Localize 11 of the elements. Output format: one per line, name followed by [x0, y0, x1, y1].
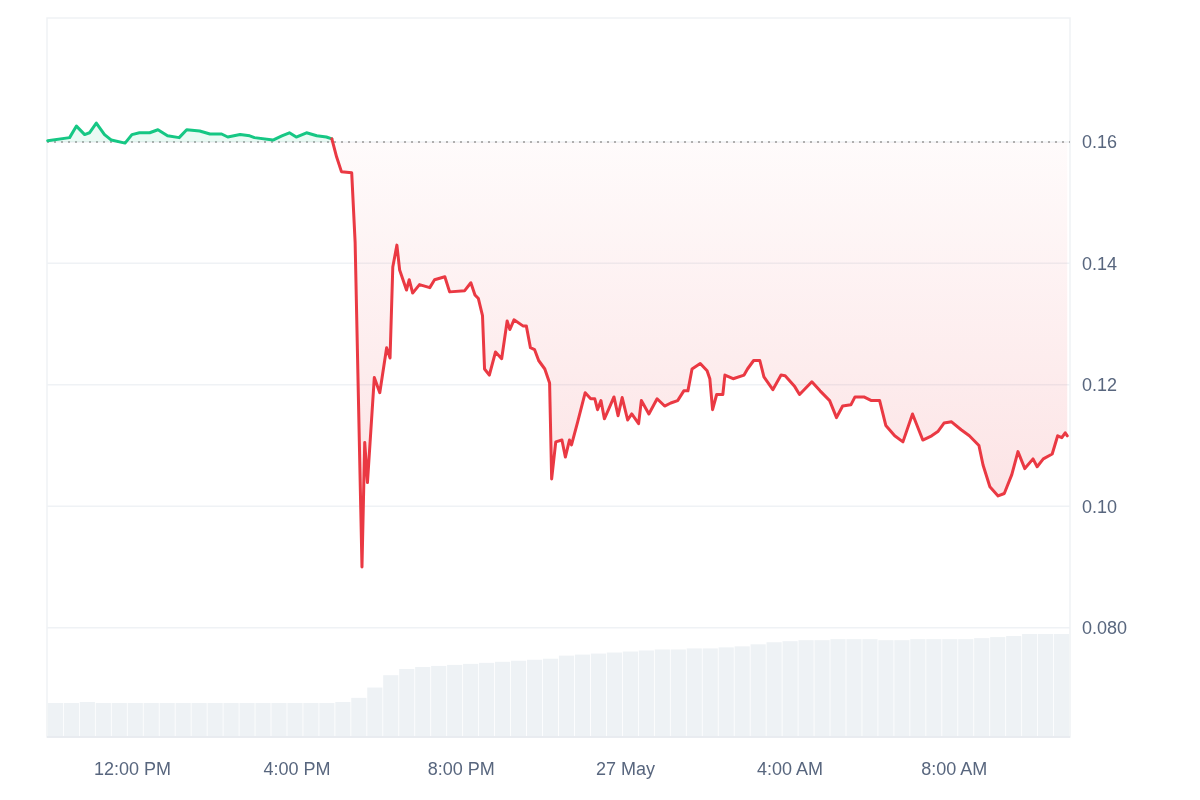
x-tick-label: 4:00 PM [263, 759, 331, 779]
y-tick-label: 0.16 [1082, 132, 1118, 153]
y-tick-label: 0.14 [1082, 253, 1118, 274]
y-tick-label: 0.12 [1082, 375, 1118, 396]
x-tick-label: 4:00 AM [756, 759, 823, 779]
x-tick-label: 12:00 PM [94, 759, 172, 779]
y-tick-label: 0.10 [1082, 496, 1118, 517]
x-tick-label: 27 May [596, 759, 656, 779]
y-tick-label: 0.080 [1082, 617, 1128, 638]
x-tick-label: 8:00 PM [427, 759, 495, 779]
x-tick-label: 8:00 AM [921, 759, 988, 779]
